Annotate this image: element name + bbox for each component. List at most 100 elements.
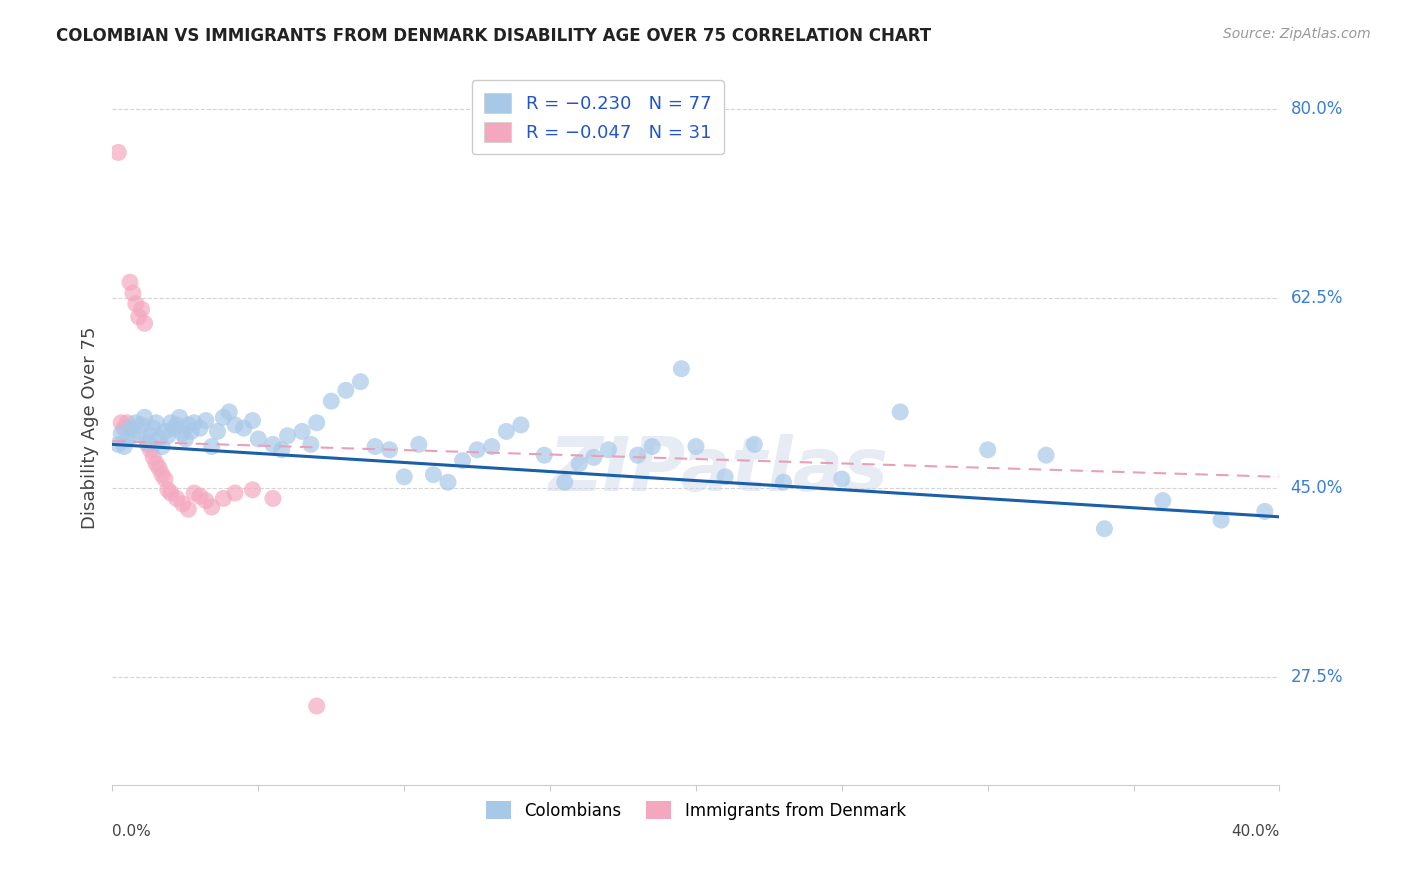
Point [136, 435, 159, 450]
Point [242, 414, 264, 428]
Text: ZIPatlas: ZIPatlas [550, 434, 890, 508]
Point [262, 437, 284, 451]
Point [166, 491, 188, 506]
Point [145, 416, 167, 430]
Point [201, 440, 224, 454]
Point [224, 486, 246, 500]
Point [641, 440, 664, 454]
Point [1209, 513, 1232, 527]
Point [118, 421, 141, 435]
Point [107, 437, 129, 451]
Point [194, 493, 217, 508]
Point [437, 475, 460, 490]
Point [627, 448, 650, 462]
Point [582, 450, 605, 465]
Point [224, 417, 246, 432]
Point [142, 450, 165, 465]
Point [976, 442, 998, 457]
Point [160, 416, 183, 430]
Point [212, 491, 235, 506]
Point [163, 421, 186, 435]
Point [148, 461, 170, 475]
Point [349, 375, 371, 389]
Point [1094, 522, 1116, 536]
Point [136, 437, 159, 451]
Point [107, 145, 129, 160]
Point [122, 428, 145, 442]
Point [142, 421, 165, 435]
Point [112, 421, 135, 435]
Point [598, 442, 620, 457]
Point [1035, 448, 1057, 462]
Point [685, 440, 707, 454]
Point [247, 432, 270, 446]
Point [128, 310, 150, 324]
Point [139, 442, 162, 457]
Text: 62.5%: 62.5% [1291, 289, 1343, 308]
Point [153, 472, 176, 486]
Point [148, 432, 170, 446]
Point [671, 361, 693, 376]
Point [139, 428, 162, 442]
Point [772, 475, 794, 490]
Text: 27.5%: 27.5% [1291, 668, 1343, 686]
Point [394, 470, 416, 484]
Point [742, 437, 765, 451]
Point [533, 448, 555, 462]
Point [118, 275, 141, 289]
Point [160, 486, 183, 500]
Point [212, 410, 235, 425]
Point [177, 502, 200, 516]
Point [714, 470, 737, 484]
Point [201, 500, 224, 514]
Text: 40.0%: 40.0% [1232, 824, 1279, 839]
Point [166, 417, 188, 432]
Point [305, 699, 328, 714]
Point [408, 437, 430, 451]
Point [115, 432, 138, 446]
Text: COLOMBIAN VS IMMIGRANTS FROM DENMARK DISABILITY AGE OVER 75 CORRELATION CHART: COLOMBIAN VS IMMIGRANTS FROM DENMARK DIS… [56, 27, 931, 45]
Point [481, 440, 503, 454]
Text: 0.0%: 0.0% [112, 824, 152, 839]
Point [218, 405, 240, 419]
Text: 80.0%: 80.0% [1291, 100, 1343, 119]
Point [172, 426, 194, 441]
Text: 45.0%: 45.0% [1291, 479, 1343, 497]
Point [364, 440, 387, 454]
Point [422, 467, 444, 482]
Point [1254, 504, 1277, 518]
Point [321, 394, 343, 409]
Point [128, 425, 150, 439]
Point [188, 489, 211, 503]
Point [378, 442, 401, 457]
Point [156, 483, 179, 497]
Point [131, 417, 153, 432]
Point [169, 410, 191, 425]
Point [134, 316, 156, 330]
Point [831, 472, 853, 486]
Point [270, 442, 292, 457]
Point [188, 421, 211, 435]
Point [1152, 493, 1174, 508]
Point [554, 475, 576, 490]
Point [150, 467, 173, 482]
Point [183, 486, 205, 500]
Point [335, 384, 357, 398]
Point [207, 425, 229, 439]
Point [174, 432, 197, 446]
Point [509, 417, 531, 432]
Point [451, 453, 474, 467]
Point [150, 440, 173, 454]
Point [110, 426, 132, 441]
Point [180, 425, 202, 439]
Point [242, 483, 264, 497]
Point [299, 437, 322, 451]
Point [889, 405, 911, 419]
Point [177, 417, 200, 432]
Point [115, 416, 138, 430]
Point [156, 428, 179, 442]
Y-axis label: Disability Age Over 75: Disability Age Over 75 [80, 326, 98, 530]
Point [110, 416, 132, 430]
Point [131, 302, 153, 317]
Point [153, 425, 176, 439]
